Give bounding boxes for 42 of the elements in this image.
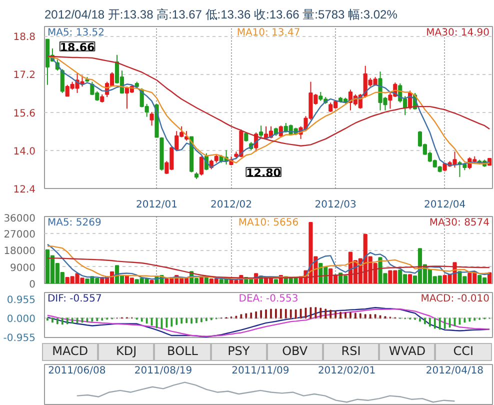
text: MA30: 8574 [429,218,490,228]
x-tick-label: 2012/04 [424,200,466,210]
y-tick-label: 0.955 [6,295,36,306]
annotation: 12.80 [246,166,282,180]
y-tick-label: 18000 [4,246,36,257]
y-tick-label: 0.000 [6,314,36,326]
x-tick-label: 2011/11/09 [232,365,290,376]
text: MACD [42,343,98,361]
x-tick-label: 2012/04/18 [426,365,484,376]
text: MA10: 5656 [238,218,299,228]
text: OBV [266,343,323,361]
x-tick-label: 2012/02 [210,200,252,210]
y-tick-label: 18.8 [13,32,36,44]
y-tick-label: 15.6 [13,108,36,120]
y-tick-label: 12.4 [13,184,36,196]
text: RSI [322,343,380,361]
y-tick-label: -0.955 [3,333,36,344]
text: PSY [210,343,267,361]
y-tick-label: 36000 [4,214,36,224]
chart-title: 2012/04/18 开:13.38 高:13.67 低:13.36 收:13.66 量:5783 幅:3.02% [44,8,398,22]
text: KDJ [98,343,154,361]
series-label: DIF: -0.557 [47,294,102,304]
x-tick-label: 2011/06/08 [48,365,106,376]
y-tick-label: 0 [29,280,36,290]
y-tick-label: 27000 [4,229,36,240]
text: MA30: 14.90 [426,28,490,38]
series-label: MACD: -0.010 [420,294,490,304]
text: MA10: 13.47 [236,28,300,38]
text: BOLL [154,343,211,361]
x-tick-label: 2012/03 [314,200,356,210]
x-tick-label: 2012/01 [136,200,178,210]
series-label: DEA: -0.553 [238,294,298,304]
y-tick-label: 14.0 [13,146,36,158]
series-label: MA5: 13.52 [47,28,104,38]
y-tick-label: 17.2 [13,70,36,82]
y-tick-label: 9000 [10,262,36,274]
text: CCI [435,343,492,361]
series-label: MA5: 5269 [47,218,102,228]
x-tick-label: 2011/08/19 [134,365,192,376]
x-tick-label: 2012/02/01 [318,365,376,376]
annotation: 18.66 [60,40,96,54]
text: WVAD [379,343,436,361]
